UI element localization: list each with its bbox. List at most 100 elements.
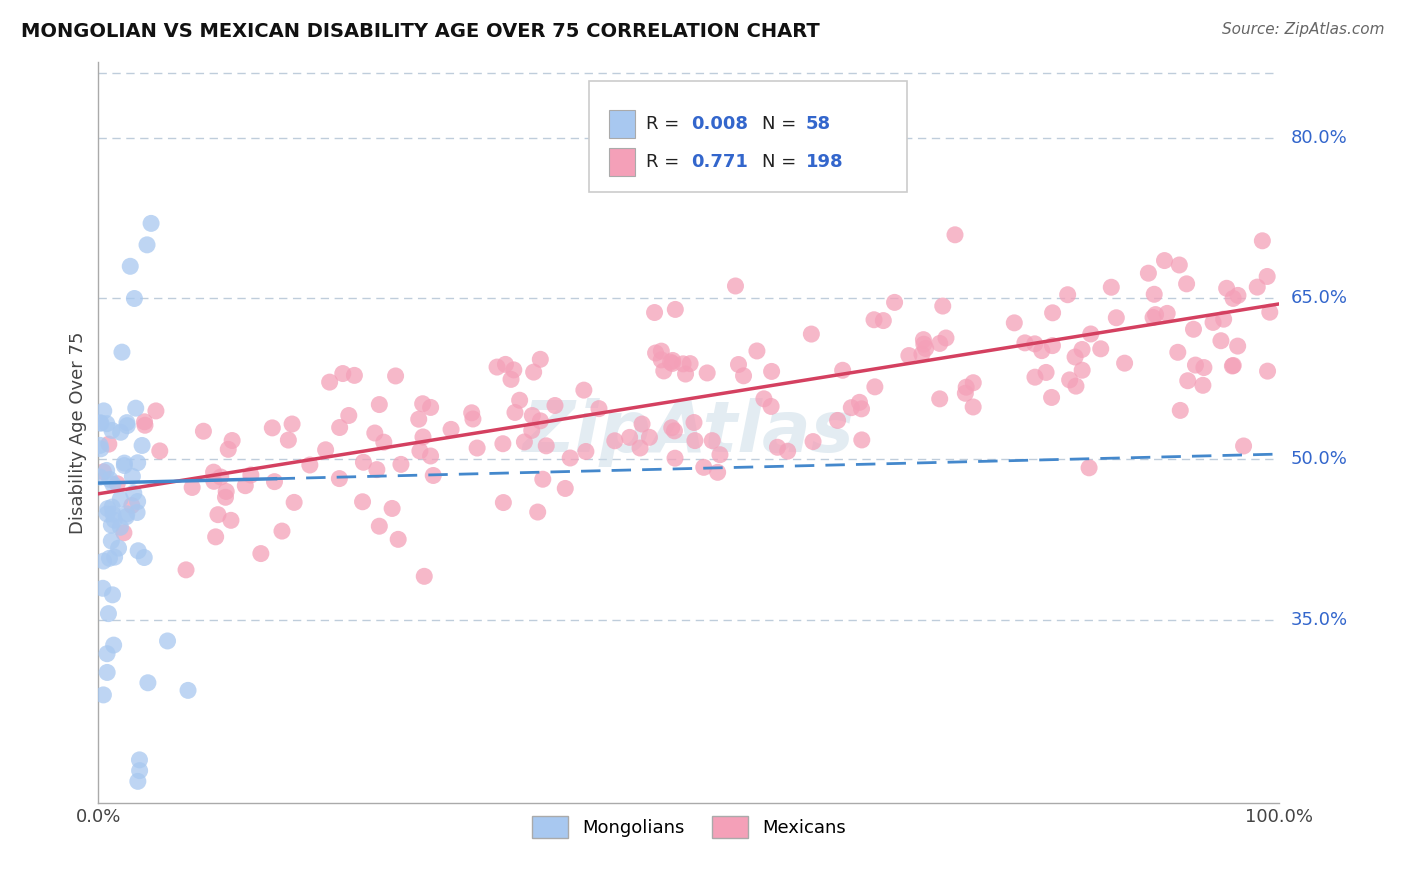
Point — [93, 688, 115, 702]
Point — [1215, 281, 1237, 295]
Point — [409, 444, 432, 458]
Point — [364, 425, 387, 440]
Point — [851, 433, 873, 447]
Point — [263, 475, 285, 489]
Text: 0.771: 0.771 — [692, 153, 748, 171]
Point — [215, 484, 238, 499]
Point — [1014, 335, 1036, 350]
Point — [93, 404, 115, 418]
Point — [115, 507, 138, 521]
Point — [1064, 379, 1087, 393]
Point — [526, 505, 548, 519]
Text: 80.0%: 80.0% — [1291, 128, 1347, 146]
Point — [120, 260, 142, 274]
Point — [520, 424, 543, 438]
Point — [412, 397, 434, 411]
Point — [105, 476, 128, 491]
Point — [486, 360, 509, 375]
Point — [101, 507, 124, 521]
Text: 58: 58 — [806, 115, 831, 133]
Point — [1105, 310, 1128, 325]
Point — [709, 448, 731, 462]
Point — [127, 543, 149, 558]
Point — [831, 363, 853, 377]
Point — [352, 495, 374, 509]
Point — [139, 216, 162, 230]
Point — [125, 506, 148, 520]
Point — [1209, 334, 1232, 348]
Point — [1031, 343, 1053, 358]
Point — [419, 449, 441, 463]
Point — [1246, 280, 1268, 294]
Point — [650, 352, 672, 367]
Point — [544, 399, 567, 413]
Point — [134, 415, 156, 429]
Point — [127, 456, 149, 470]
Point — [96, 647, 118, 661]
Point — [1192, 360, 1215, 375]
Point — [588, 401, 610, 416]
Point — [97, 501, 120, 516]
Point — [90, 416, 112, 430]
Point — [387, 533, 409, 547]
Point — [1035, 366, 1057, 380]
Point — [93, 465, 115, 479]
Point — [413, 569, 436, 583]
Point — [1177, 374, 1199, 388]
Text: 50.0%: 50.0% — [1291, 450, 1347, 468]
Point — [1182, 322, 1205, 336]
Point — [1251, 234, 1274, 248]
Point — [502, 363, 524, 377]
Point — [103, 513, 125, 527]
Point — [89, 470, 111, 484]
Point — [883, 295, 905, 310]
Text: N =: N = — [762, 153, 803, 171]
Point — [1212, 312, 1234, 326]
Point — [495, 358, 517, 372]
Text: 35.0%: 35.0% — [1291, 611, 1348, 630]
Bar — [609, 148, 634, 177]
Point — [863, 312, 886, 326]
Point — [1257, 364, 1279, 378]
Point — [115, 416, 138, 430]
Point — [1222, 359, 1244, 373]
Point — [90, 442, 112, 456]
Point — [911, 347, 934, 361]
Point — [759, 400, 782, 414]
Point — [962, 400, 984, 414]
Point — [440, 422, 463, 436]
Point — [1099, 280, 1122, 294]
Point — [1226, 339, 1249, 353]
Point — [217, 442, 239, 457]
Point — [499, 372, 522, 386]
Point — [664, 302, 686, 317]
Point — [1167, 345, 1189, 359]
Point — [638, 430, 661, 444]
Point — [955, 380, 977, 394]
Point — [419, 401, 441, 415]
Point — [112, 458, 135, 473]
Point — [928, 392, 950, 406]
Point — [675, 367, 697, 381]
Y-axis label: Disability Age Over 75: Disability Age Over 75 — [69, 331, 87, 534]
Point — [262, 421, 284, 435]
Point — [554, 482, 576, 496]
Point — [315, 442, 337, 457]
Point — [1258, 305, 1281, 319]
Point — [127, 494, 149, 508]
Text: Source: ZipAtlas.com: Source: ZipAtlas.com — [1222, 22, 1385, 37]
Text: N =: N = — [762, 115, 803, 133]
Bar — [609, 110, 634, 138]
Point — [733, 368, 755, 383]
Point — [529, 414, 551, 428]
Point — [343, 368, 366, 383]
Point — [1232, 439, 1254, 453]
Point — [352, 455, 374, 469]
Point — [531, 472, 554, 486]
Point — [935, 331, 957, 345]
Point — [851, 401, 873, 416]
Point — [389, 458, 412, 472]
Point — [492, 495, 515, 509]
Point — [104, 550, 127, 565]
Point — [672, 357, 695, 371]
